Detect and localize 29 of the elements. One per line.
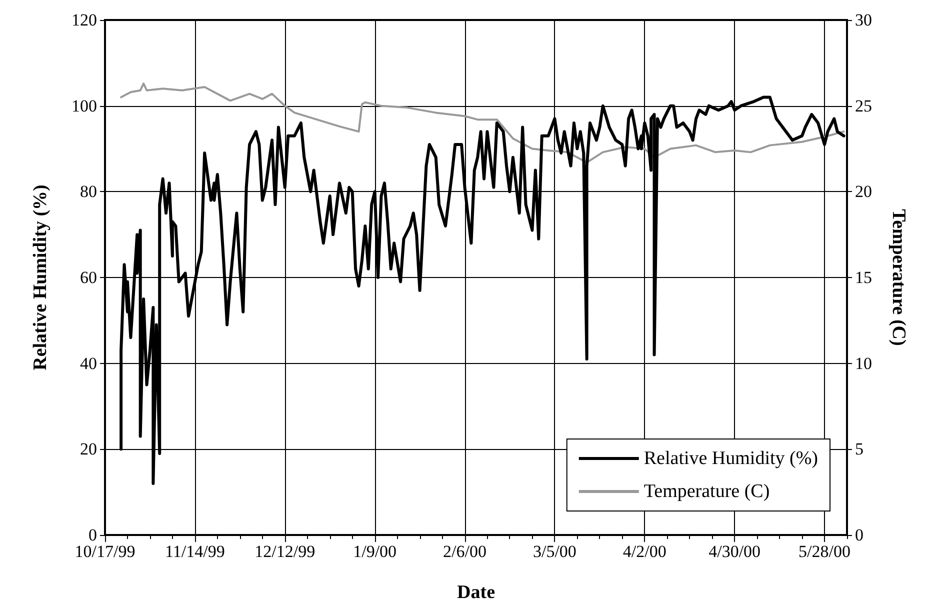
x-tick-label: 4/2/00 bbox=[622, 542, 666, 561]
y2-tick-label: 30 bbox=[855, 10, 872, 30]
x-tick-label: 10/17/99 bbox=[74, 542, 136, 561]
y2-tick-label: 5 bbox=[855, 440, 864, 459]
x-tick-label: 4/30/00 bbox=[708, 542, 761, 561]
y-tick-label: 80 bbox=[80, 182, 97, 202]
line-series bbox=[120, 82, 845, 164]
x-tick-label: 1/9/00 bbox=[353, 542, 397, 561]
y2-tick-label: 0 bbox=[855, 526, 864, 544]
legend-label: Relative Humidity (%) bbox=[644, 448, 818, 469]
y-tick-label: 20 bbox=[80, 440, 97, 459]
y-axis-title: Relative Humidity (%) bbox=[30, 184, 51, 370]
x-tick-label: 11/14/99 bbox=[165, 542, 225, 561]
y-tick-label: 60 bbox=[80, 268, 97, 287]
x-tick-label: 3/5/00 bbox=[532, 542, 576, 561]
y2-tick-label: 20 bbox=[855, 182, 872, 202]
y-tick-label: 40 bbox=[80, 354, 97, 373]
y-tick-label: 120 bbox=[72, 10, 97, 30]
x-tick-label: 5/28/00 bbox=[798, 542, 850, 561]
x-tick-label: 2/6/00 bbox=[443, 542, 486, 561]
x-axis-title: Date bbox=[457, 582, 495, 603]
y2-axis-title: Temperature (C) bbox=[888, 209, 909, 346]
y2-tick-label: 10 bbox=[855, 354, 872, 373]
y2-tick-label: 25 bbox=[855, 96, 872, 116]
y-tick-label: 0 bbox=[88, 526, 97, 544]
legend-label: Temperature (C) bbox=[644, 481, 770, 502]
x-tick-label: 12/12/99 bbox=[254, 542, 316, 561]
y-tick-label: 100 bbox=[72, 96, 97, 116]
y2-tick-label: 15 bbox=[855, 268, 872, 287]
